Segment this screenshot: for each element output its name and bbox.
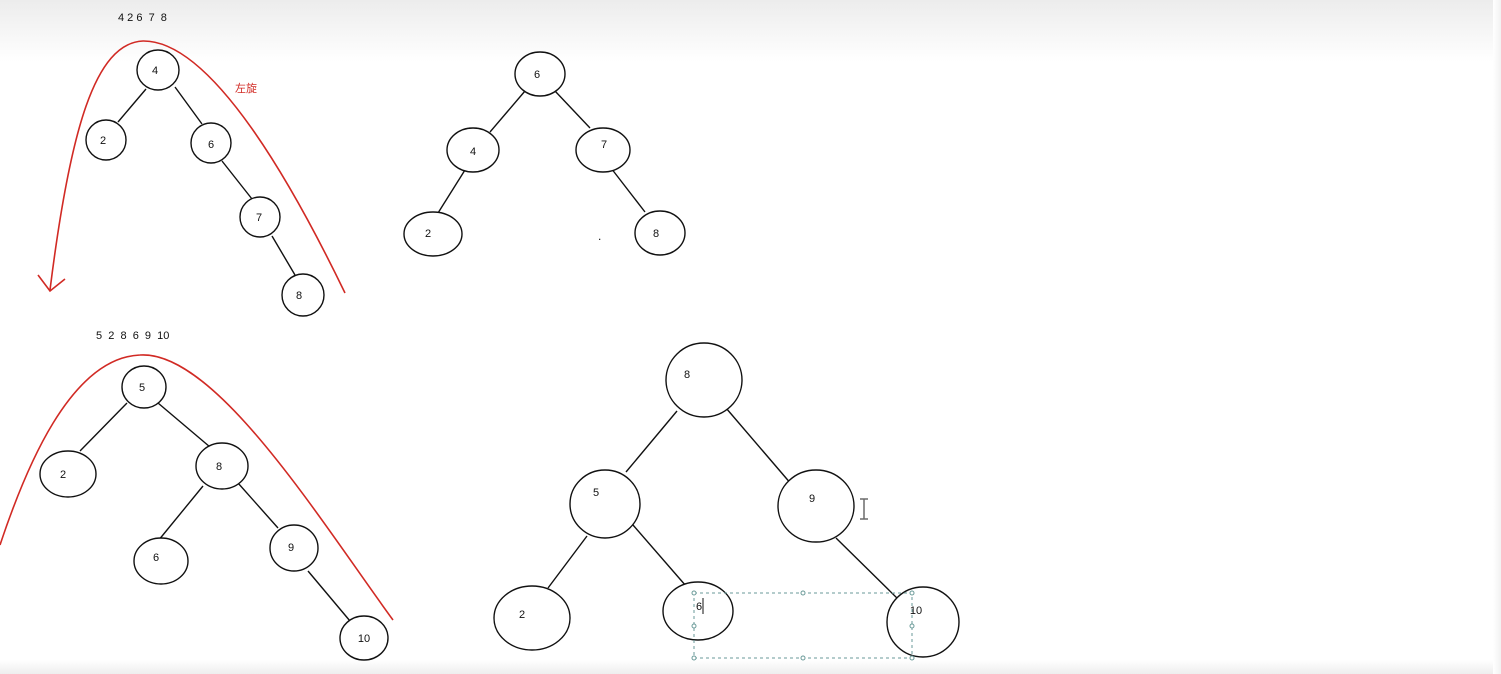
sequence-bottom: 5 2 8 6 9 10 (96, 330, 169, 342)
node-label: 6 (696, 601, 702, 613)
node-label: 8 (296, 290, 302, 302)
i-beam-cursor-icon (860, 498, 868, 520)
edge (79, 402, 128, 452)
edge (632, 524, 687, 587)
sequence-top: 4 2 6 7 8 (118, 12, 167, 24)
edge (157, 485, 204, 542)
edge (117, 88, 147, 123)
node-label: 8 (684, 369, 690, 381)
node-label: 6 (534, 69, 540, 81)
tree-node[interactable]: 8 (281, 273, 325, 317)
edge (157, 402, 211, 448)
node-label: 6 (208, 139, 214, 151)
resize-handle[interactable] (909, 590, 915, 596)
tree-node[interactable]: 10 (886, 586, 960, 658)
tree-node[interactable]: 7 (575, 127, 631, 173)
tree-node[interactable]: 2 (403, 211, 463, 257)
tree-node[interactable]: 6 (133, 537, 189, 585)
edge (237, 482, 279, 529)
arrowhead-icon (37, 274, 66, 293)
tree-3: 5 2 8 6 9 10 (39, 365, 389, 661)
node-label: 2 (519, 609, 525, 621)
node-label: 9 (809, 493, 815, 505)
edge (271, 235, 296, 276)
bottom-shade (0, 660, 1501, 674)
tree-node[interactable]: 9 (269, 524, 319, 572)
tree-node[interactable]: 6 (662, 581, 734, 641)
top-shade (0, 0, 1501, 62)
tree-node[interactable]: 7 (239, 196, 281, 238)
tree-node[interactable]: 5 (121, 365, 167, 409)
edge (835, 537, 901, 602)
resize-handle[interactable] (691, 590, 697, 596)
rotation-arc-top (49, 40, 346, 294)
tree-node[interactable]: 4 (446, 127, 500, 173)
tree-node[interactable]: 2 (493, 585, 571, 651)
edge (174, 86, 203, 125)
edge (547, 535, 588, 589)
node-label: 7 (256, 212, 262, 224)
node-label: 4 (152, 65, 158, 77)
node-label: 4 (470, 146, 476, 158)
resize-handle[interactable] (909, 655, 915, 661)
edge (307, 570, 351, 622)
node-label: 2 (60, 469, 66, 481)
edge (221, 160, 253, 200)
node-label: 5 (139, 382, 145, 394)
node-label: 8 (216, 461, 222, 473)
rotation-arrow-top (37, 40, 346, 294)
resize-handle[interactable] (691, 623, 697, 629)
selection-box[interactable] (691, 590, 915, 661)
tree-node[interactable]: 6 (190, 122, 232, 164)
node-label: 5 (593, 487, 599, 499)
resize-handle[interactable] (691, 655, 697, 661)
node-label: 2 (425, 228, 431, 240)
tree-2: 6 4 7 2 8 . (403, 51, 686, 257)
rotation-arc-bottom (0, 354, 394, 621)
tree-node[interactable]: 5 (569, 469, 641, 539)
node-label: 9 (288, 542, 294, 554)
resize-handle[interactable] (800, 655, 806, 661)
tree-node[interactable]: 2 (85, 119, 127, 161)
node-label: 6 (153, 552, 159, 564)
tree-node[interactable]: 8 (665, 342, 743, 418)
node-label: 10 (358, 633, 370, 645)
resize-handle[interactable] (909, 623, 915, 629)
node-label: 2 (100, 135, 106, 147)
tree-1: 4 2 6 7 8 (85, 49, 325, 317)
edge (437, 169, 466, 214)
tree-node[interactable]: 9 (777, 469, 855, 543)
tree-node[interactable]: 8 (195, 442, 249, 490)
edge (625, 410, 678, 473)
node-label: 10 (910, 605, 922, 617)
edge (554, 90, 591, 129)
tree-node[interactable]: 8 (634, 210, 686, 256)
node-label: 8 (653, 228, 659, 240)
tree-node[interactable]: 4 (136, 49, 180, 91)
stray-dot: . (598, 229, 601, 243)
rotate-label: 左旋 (235, 81, 257, 95)
tree-node[interactable]: 6 (514, 51, 566, 97)
node-label: 7 (601, 139, 607, 151)
edge (725, 407, 793, 486)
tree-node[interactable]: 10 (339, 615, 389, 661)
edge (489, 90, 526, 133)
tree-node[interactable]: 2 (39, 450, 97, 498)
tree-4: 8 5 9 2 6 10 (493, 342, 960, 658)
right-shade (1493, 0, 1501, 674)
edge (610, 167, 646, 213)
resize-handle[interactable] (800, 590, 806, 596)
